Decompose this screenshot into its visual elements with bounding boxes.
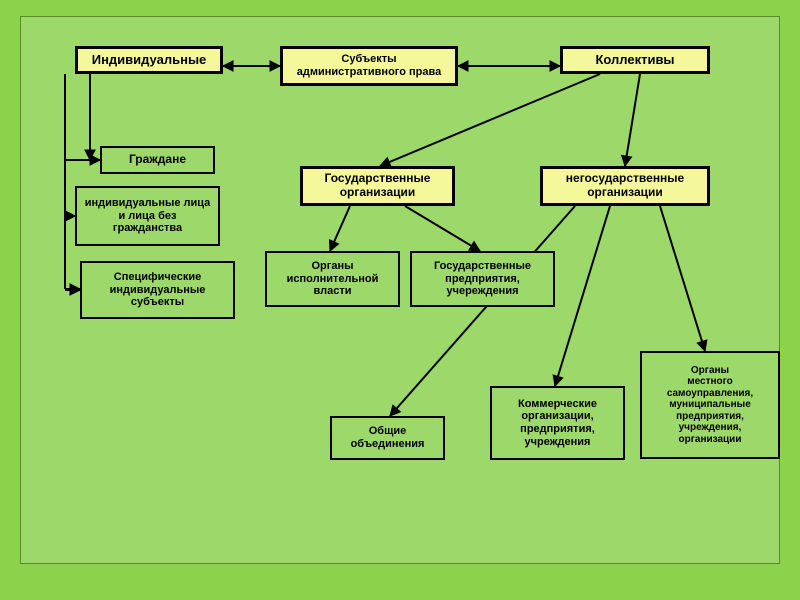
- node-local: Органыместногосамоуправления,муниципальн…: [640, 351, 780, 459]
- node-collect: Коллективы: [560, 46, 710, 74]
- node-label: Государственныеорганизации: [325, 172, 431, 200]
- node-label: Коммерческиеорганизации,предприятия,учре…: [518, 398, 597, 449]
- node-gospred: Государственныепредприятия,учереждения: [410, 251, 555, 307]
- outer-canvas: Субъекты административного права Индивиду…: [0, 0, 800, 600]
- node-label: Субъекты административного права: [287, 53, 451, 78]
- node-label: Граждане: [129, 153, 186, 167]
- node-gosorg: Государственныеорганизации: [300, 166, 455, 206]
- node-label: негосударственныеорганизации: [566, 172, 684, 200]
- node-indiv: Индивидуальные: [75, 46, 223, 74]
- node-negos: негосударственныеорганизации: [540, 166, 710, 206]
- node-kommer: Коммерческиеорганизации,предприятия,учре…: [490, 386, 625, 460]
- node-label: Индивидуальные: [92, 53, 207, 68]
- node-grazh: Граждане: [100, 146, 215, 174]
- node-label: Специфическиеиндивидуальныесубъекты: [110, 271, 206, 309]
- node-label: Общиеобъединения: [351, 425, 425, 450]
- node-obsh: Общиеобъединения: [330, 416, 445, 460]
- node-label: Органыисполнительнойвласти: [287, 260, 379, 298]
- node-root: Субъекты административного права: [280, 46, 458, 86]
- node-label: Государственныепредприятия,учереждения: [434, 260, 531, 298]
- node-label: индивидуальные лицаи лица безгражданства: [85, 197, 211, 235]
- node-label: Органыместногосамоуправления,муниципальн…: [667, 365, 753, 446]
- node-label: Коллективы: [595, 53, 674, 68]
- node-indlica: индивидуальные лицаи лица безгражданства: [75, 186, 220, 246]
- node-isp: Органыисполнительнойвласти: [265, 251, 400, 307]
- node-spec: Специфическиеиндивидуальныесубъекты: [80, 261, 235, 319]
